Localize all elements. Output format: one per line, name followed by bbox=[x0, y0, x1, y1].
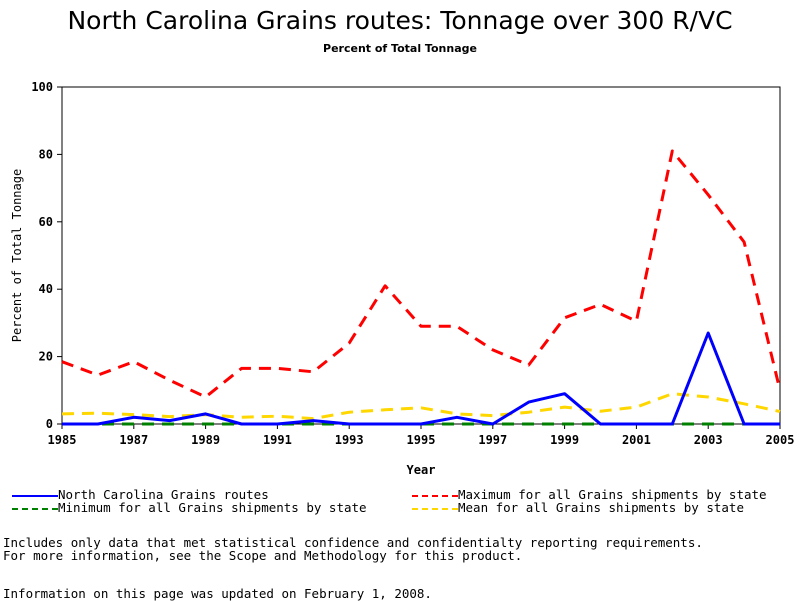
note-methodology: For more information, see the Scope and … bbox=[3, 548, 523, 563]
line-chart: 1985 1987 1989 1991 1993 1995 1997 1999 2001 2003… bbox=[10, 80, 795, 477]
x-tick-label: 1993 bbox=[335, 433, 364, 447]
x-tick-label: 1991 bbox=[263, 433, 292, 447]
series-line-0 bbox=[62, 331, 780, 426]
chart-title: North Carolina Grains routes: Tonnage ov… bbox=[67, 6, 733, 35]
y-tick-label: 20 bbox=[39, 350, 53, 364]
x-tick-label: 2003 bbox=[694, 433, 723, 447]
x-tick-label: 1995 bbox=[407, 433, 436, 447]
x-tick-label: 2001 bbox=[622, 433, 651, 447]
legend-swatch-min bbox=[12, 507, 58, 510]
legend-swatch-nc bbox=[12, 494, 58, 497]
series-line-1 bbox=[61, 149, 782, 399]
legend-label-mean: Mean for all Grains shipments by state bbox=[458, 500, 744, 515]
chart-subtitle: Percent of Total Tonnage bbox=[323, 42, 477, 55]
series-line-3 bbox=[61, 392, 781, 421]
y-tick-label: 60 bbox=[39, 215, 53, 229]
legend-item-mean: Mean for all Grains shipments by state bbox=[412, 500, 744, 515]
legend-item-minimum: Minimum for all Grains shipments by stat… bbox=[12, 500, 367, 515]
legend-label-min: Minimum for all Grains shipments by stat… bbox=[58, 500, 367, 515]
x-tick-label: 1999 bbox=[550, 433, 579, 447]
y-tick-label: 40 bbox=[39, 282, 53, 296]
legend-item-nc-grains-routes: North Carolina Grains routes bbox=[12, 487, 269, 502]
x-tick-label: 1985 bbox=[48, 433, 77, 447]
x-tick-label: 1997 bbox=[478, 433, 507, 447]
y-tick-label: 80 bbox=[39, 147, 53, 161]
x-tick-label: 1987 bbox=[119, 433, 148, 447]
legend-label-max: Maximum for all Grains shipments by stat… bbox=[458, 487, 767, 502]
y-tick-label: 0 bbox=[46, 417, 53, 431]
legend-item-maximum: Maximum for all Grains shipments by stat… bbox=[412, 487, 767, 502]
note-updated: Information on this page was updated on … bbox=[3, 586, 432, 601]
legend-swatch-mean bbox=[412, 507, 458, 510]
x-axis-title: Year bbox=[407, 463, 436, 477]
x-tick-label: 1989 bbox=[191, 433, 220, 447]
x-tick-label: 2005 bbox=[766, 433, 795, 447]
note-confidence: Includes only data that met statistical … bbox=[3, 535, 703, 550]
legend-label-nc: North Carolina Grains routes bbox=[58, 487, 269, 502]
legend-swatch-max bbox=[412, 494, 458, 497]
y-axis-title: Percent of Total Tonnage bbox=[10, 169, 24, 342]
y-tick-label: 100 bbox=[31, 80, 53, 94]
plot-area bbox=[61, 86, 781, 425]
